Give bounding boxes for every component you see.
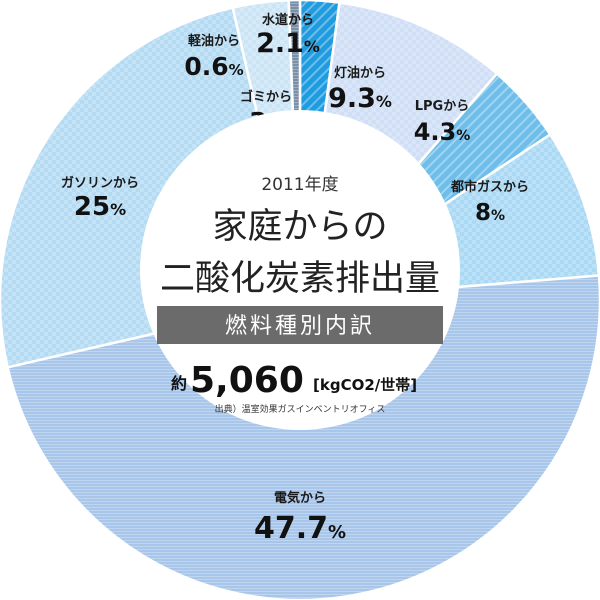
slice-name-label: 水道から: [262, 12, 314, 28]
slice-name-label: ゴミから: [240, 89, 292, 105]
slice-name-label: LPGから: [415, 99, 469, 114]
slice-name-label: 電気から: [274, 490, 326, 506]
slice-percent-sign: %: [304, 37, 320, 56]
slice-percent-sign: %: [376, 92, 392, 111]
slice-name-label: 軽油から: [188, 33, 240, 49]
slice-name-label: 都市ガスから: [450, 179, 529, 195]
center-total: 5,060: [190, 360, 304, 401]
center-year: 2011年度: [261, 175, 338, 195]
slice-percent-sign: %: [229, 61, 244, 79]
center-panel: 2011年度 家庭からの 二酸化炭素排出量 燃料種別内訳 約 5,060 [kg…: [140, 110, 460, 430]
slice-name-label: ガソリンから: [61, 176, 139, 191]
center-banner-text: 燃料種別内訳: [225, 314, 375, 339]
slice-percent-sign: %: [328, 522, 346, 543]
slice-percent-sign: %: [491, 208, 505, 224]
pie-slice-texture: [7, 275, 600, 600]
center-disc: [140, 110, 460, 430]
center-banner: [157, 306, 443, 344]
slice-percent-sign: %: [456, 128, 470, 144]
center-source: 出典）温室効果ガスインベントリオフィス: [215, 403, 386, 415]
center-title-line-2: 二酸化炭素排出量: [160, 259, 440, 299]
slice-name-label: 灯油から: [334, 65, 386, 81]
center-total-prefix: 約: [171, 374, 187, 393]
center-total-unit: [kgCO2/世帯]: [313, 376, 417, 394]
center-title-line-1: 家庭からの: [212, 207, 387, 247]
slice-percent-sign: %: [110, 200, 126, 219]
